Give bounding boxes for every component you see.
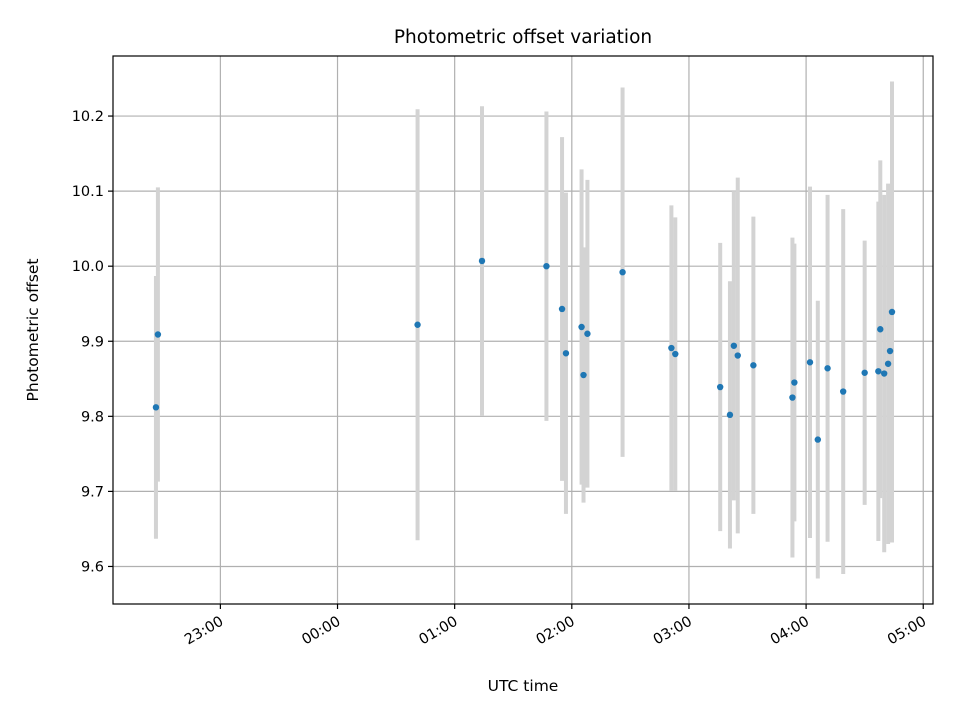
- data-point: [558, 305, 566, 313]
- data-point: [861, 369, 868, 376]
- data-point: [584, 330, 591, 337]
- data-point: [414, 321, 421, 328]
- y-tick-label: 9.8: [81, 409, 104, 425]
- data-point: [716, 383, 724, 391]
- data-point: [152, 404, 160, 411]
- data-point: [806, 359, 814, 366]
- chart-title: Photometric offset variation: [394, 27, 652, 48]
- data-point: [888, 308, 896, 316]
- data-point: [875, 368, 882, 375]
- data-point: [791, 379, 798, 386]
- point-layer: [152, 257, 896, 443]
- data-point: [814, 436, 822, 443]
- data-point: [839, 388, 847, 395]
- data-point: [672, 350, 679, 358]
- y-tick-label: 10.2: [72, 109, 104, 125]
- data-point: [562, 350, 570, 357]
- data-point: [478, 257, 486, 265]
- data-point: [730, 342, 738, 349]
- data-point: [734, 352, 741, 359]
- data-point: [880, 370, 888, 377]
- y-tick-label: 10.1: [72, 184, 104, 200]
- data-point: [789, 394, 796, 401]
- data-point: [543, 262, 550, 270]
- y-axis: 9.6 9.7 9.8 9.9 10.0 10.1 10.2: [72, 109, 113, 575]
- data-point: [750, 362, 757, 369]
- y-tick-label: 9.7: [81, 484, 104, 500]
- data-point: [580, 371, 587, 379]
- data-point: [824, 365, 831, 372]
- plot-frame: [112, 55, 934, 605]
- y-tick-label: 10.0: [72, 259, 104, 275]
- y-tick-label: 9.9: [81, 334, 104, 350]
- data-point: [886, 347, 894, 355]
- data-point: [877, 326, 884, 333]
- data-point: [154, 331, 162, 338]
- x-axis-title: UTC time: [488, 677, 559, 695]
- data-point: [726, 411, 734, 419]
- data-point: [884, 360, 892, 367]
- y-axis-title: Photometric offset: [24, 259, 42, 402]
- data-point: [578, 323, 585, 331]
- data-point: [668, 344, 675, 352]
- y-tick-label: 9.6: [81, 559, 104, 575]
- data-point: [619, 268, 626, 276]
